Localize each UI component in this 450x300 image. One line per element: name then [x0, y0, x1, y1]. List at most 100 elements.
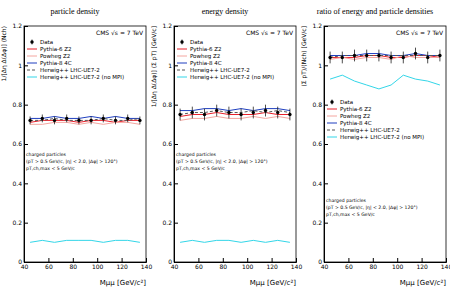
y-axis-line — [175, 27, 179, 263]
y-tick-label: 0.4 — [312, 180, 322, 187]
legend-label: Data — [40, 39, 53, 45]
legend-item: Powheg Z2 — [327, 113, 370, 120]
data-point — [191, 111, 194, 114]
y-tick-mark — [24, 65, 28, 66]
y-tick: 1.2 — [162, 22, 178, 29]
y-tick: 1 — [18, 62, 28, 69]
title: energy density — [202, 7, 249, 16]
legend-item: Data — [330, 99, 353, 105]
y-tick-mark — [24, 26, 28, 27]
y-tick: 1.2 — [312, 22, 328, 29]
y-tick: 0 — [18, 258, 28, 265]
legend-label: Data — [340, 99, 353, 105]
annotation: charged particles — [176, 152, 217, 157]
data-point — [365, 54, 368, 57]
chart-figure: particle density40608010012014000.20.40.… — [0, 0, 450, 300]
y-tick-mark — [174, 65, 178, 66]
data-series — [328, 48, 441, 64]
legend-label: Herwig++ LHC-UE7-2 (no MPI) — [340, 134, 424, 141]
y-axis-title: ⟨Σ pT⟩/⟨Nch⟩ [GeV/c] — [300, 26, 308, 87]
y-tick-label: 0.6 — [312, 140, 322, 147]
x-axis: 406080100120140 — [321, 258, 450, 270]
legend-swatch — [27, 63, 37, 64]
data-point — [215, 109, 218, 112]
x-axis-title: Mμμ [GeV/c²] — [250, 279, 296, 287]
x-tick: 140 — [441, 258, 450, 270]
data-point — [239, 113, 242, 116]
model-line — [180, 116, 290, 120]
x-tick-mark — [446, 258, 447, 262]
legend-label: Herwig++ LHC-UE7-2 — [40, 67, 100, 74]
legend-label: Pythia-8 4C — [340, 120, 372, 127]
y-axis-title: 1/[Δη Δ(Δφ)] ⟨Σ pT⟩ [GeV/c] — [150, 26, 158, 107]
legend: DataPythia-6 Z2Powheg Z2Pythia-8 4CHerwi… — [27, 39, 124, 81]
legend-label: Pythia-6 Z2 — [190, 46, 222, 53]
y-axis-line — [25, 27, 29, 263]
annotation: CMS √s = 7 TeV — [246, 29, 294, 36]
x-axis-title: Mμμ [GeV/c²] — [400, 279, 446, 287]
y-tick: 1.2 — [12, 22, 28, 29]
data-point — [341, 56, 344, 59]
x-tick-mark — [48, 258, 49, 262]
x-tick-mark — [296, 258, 297, 262]
x-tick: 120 — [416, 258, 428, 270]
y-tick-mark — [174, 183, 178, 184]
x-tick-mark — [223, 258, 224, 262]
y-tick: 0.6 — [162, 140, 178, 147]
y-tick-mark — [324, 144, 328, 145]
legend-label: Herwig++ LHC-UE7-2 (no MPI) — [40, 74, 124, 81]
x-tick-mark — [198, 258, 199, 262]
y-tick: 0.2 — [162, 219, 178, 226]
x-tick-label: 80 — [219, 263, 227, 270]
legend-label: Pythia-8 4C — [190, 60, 222, 67]
x-tick: 60 — [345, 258, 353, 270]
y-tick-mark — [24, 183, 28, 184]
legend-item: Pythia-6 Z2 — [27, 46, 72, 53]
data-point — [377, 54, 380, 57]
plot-frame — [174, 26, 296, 262]
model-line — [180, 109, 290, 111]
annotation: pT,ch,max < 5 GeV/c — [176, 166, 225, 171]
x-tick-mark — [73, 258, 74, 262]
legend-item: Powheg Z2 — [27, 53, 70, 60]
x-axis: 406080100120140 — [21, 258, 153, 270]
legend-item: Powheg Z2 — [177, 53, 220, 60]
legend-swatch — [30, 40, 33, 43]
legend-label: Powheg Z2 — [190, 53, 220, 60]
y-tick: 0.6 — [12, 140, 28, 147]
x-tick: 80 — [69, 258, 77, 270]
y-tick: 0.8 — [12, 101, 28, 108]
annotation: charged particles — [26, 152, 67, 157]
data-point — [426, 56, 429, 59]
y-tick-label: 1 — [18, 62, 22, 69]
y-tick-mark — [324, 223, 328, 224]
legend-label: Pythia-6 Z2 — [340, 106, 372, 113]
title: particle density — [50, 7, 99, 16]
legend-item: Herwig++ LHC-UE7-2 — [27, 67, 100, 74]
x-tick: 80 — [369, 258, 377, 270]
y-tick-label: 0.6 — [162, 140, 172, 147]
legend-swatch — [327, 123, 337, 124]
y-axis: 00.20.40.60.811.2 — [312, 22, 328, 265]
annotation: charged particles — [326, 198, 367, 203]
data-point — [414, 52, 417, 55]
panel: particle density40608010012014000.20.40.… — [0, 7, 152, 287]
legend-label: Data — [190, 39, 203, 45]
annotation: CMS √s = 7 TeV — [96, 29, 144, 36]
y-tick-label: 0.2 — [312, 219, 322, 226]
x-tick-mark — [397, 258, 398, 262]
model-line — [30, 240, 140, 242]
x-tick: 100 — [392, 258, 404, 270]
annotation: (pT > 0.5 GeV/c, |η| < 2.0, |Δφ| > 120°) — [326, 205, 418, 211]
y-tick-mark — [174, 105, 178, 106]
plot-area — [328, 48, 441, 89]
legend-item: Herwig++ LHC-UE7-2 — [177, 67, 250, 74]
plot-area — [178, 105, 291, 243]
y-tick-label: 0.2 — [162, 219, 172, 226]
y-tick-label: 0.8 — [162, 101, 172, 108]
x-tick-label: 60 — [345, 263, 353, 270]
x-axis-line — [325, 258, 447, 263]
data-point — [53, 119, 56, 122]
data-point — [114, 119, 117, 122]
x-tick-mark — [247, 258, 248, 262]
